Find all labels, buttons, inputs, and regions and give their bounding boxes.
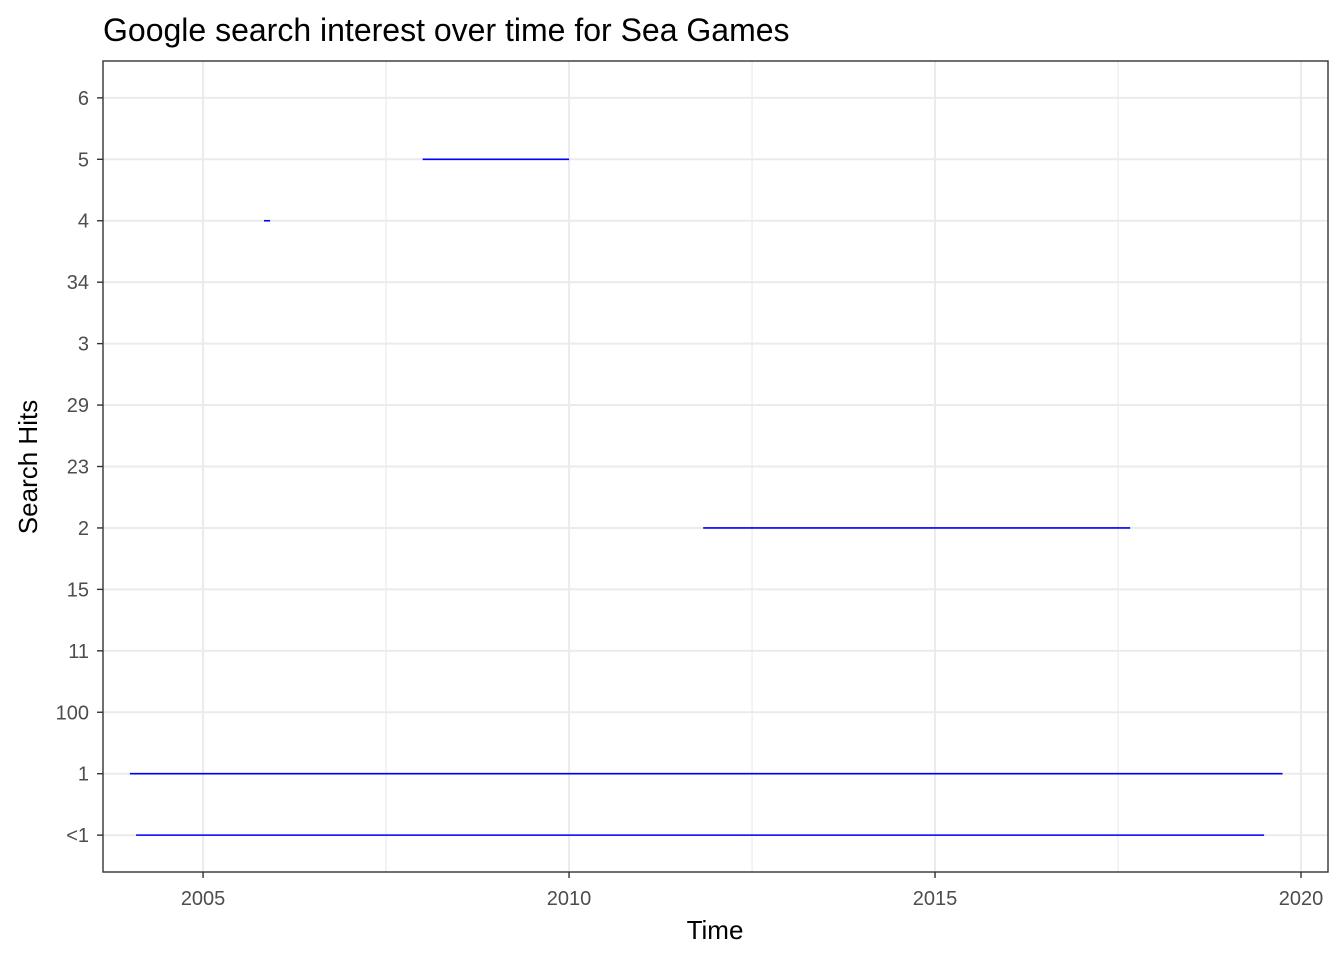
y-tick-label: 6 <box>78 88 89 110</box>
y-axis-title: Search Hits <box>13 400 43 534</box>
y-tick-label: 3 <box>78 334 89 356</box>
y-tick-label: <1 <box>66 825 89 847</box>
y-tick-label: 29 <box>67 395 89 417</box>
y-tick-label: 5 <box>78 149 89 171</box>
y-tick-label: 1 <box>78 764 89 786</box>
y-tick-label: 23 <box>67 457 89 479</box>
x-tick-label: 2010 <box>547 888 592 910</box>
data-series <box>129 158 1283 836</box>
x-axis-title: Time <box>687 915 744 945</box>
y-tick-label: 2 <box>78 518 89 540</box>
x-axis: 2005 2010 2015 2020 <box>181 872 1323 910</box>
y-tick-label: 11 <box>68 641 89 663</box>
y-tick-label: 100 <box>56 702 89 724</box>
y-tick-label: 15 <box>67 579 89 601</box>
x-tick-label: 2015 <box>913 888 958 910</box>
y-axis: <1 1 100 11 15 2 23 29 3 34 4 5 6 <box>56 88 103 847</box>
chart-title: Google search interest over time for Sea… <box>103 12 790 48</box>
y-tick-label: 4 <box>78 211 89 233</box>
x-tick-label: 2020 <box>1279 888 1324 910</box>
y-tick-label: 34 <box>67 272 89 294</box>
x-tick-label: 2005 <box>181 888 226 910</box>
